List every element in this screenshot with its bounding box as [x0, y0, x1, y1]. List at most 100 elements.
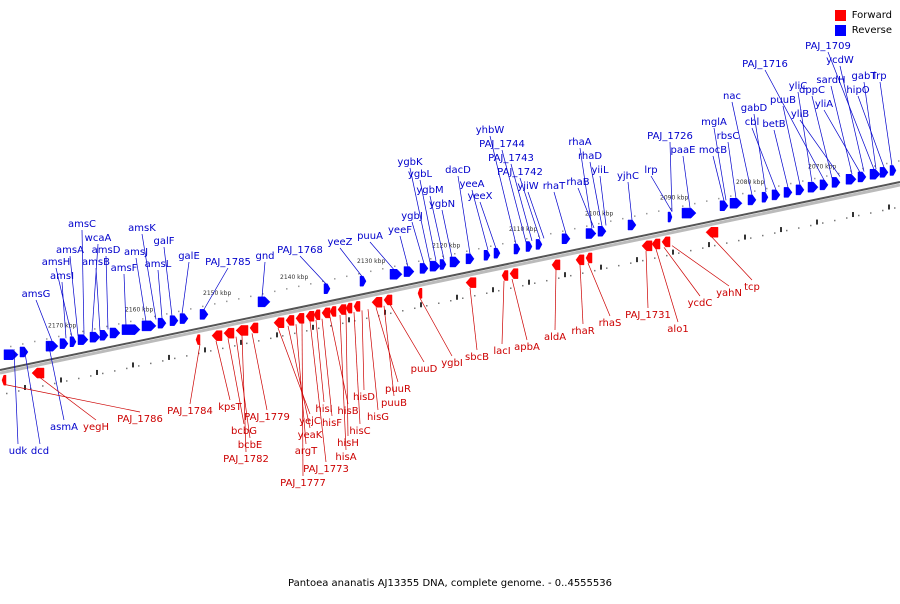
major-tick [852, 212, 854, 218]
minor-tick-lower [738, 239, 740, 242]
reverse-gene-label-leader [339, 247, 363, 277]
reverse-gene-label: amsH [42, 257, 71, 268]
reverse-gene-label-leader [95, 267, 101, 332]
reverse-gene-label-leader [411, 221, 425, 264]
minor-tick-upper [466, 250, 468, 252]
reverse-gene-label: yeeX [467, 191, 492, 202]
minor-tick-lower [486, 292, 488, 294]
minor-tick-lower [690, 249, 692, 252]
forward-gene-label: hisC [349, 426, 370, 437]
forward-gene-label-leader [419, 298, 453, 357]
minor-tick-upper [610, 220, 612, 222]
minor-tick-lower [402, 310, 404, 312]
minor-tick-upper [226, 300, 228, 303]
minor-tick-lower [426, 305, 428, 307]
scale-mark-label: 2080 kbp [736, 179, 764, 186]
reverse-gene-label: ygbN [429, 199, 455, 210]
minor-tick-lower [150, 362, 152, 365]
reverse-gene [141, 320, 157, 332]
forward-gene-label: rhaR [571, 326, 594, 337]
scale-mark-label: 2160 kbp [125, 306, 153, 313]
forward-gene-label-leader [361, 310, 365, 391]
reverse-gene-label: galF [153, 236, 174, 247]
reverse-gene-label-leader [369, 241, 395, 270]
minor-tick-lower [762, 234, 764, 237]
minor-tick-lower [186, 355, 188, 357]
minor-tick-lower [810, 224, 812, 227]
forward-gene-label-leader [511, 278, 528, 341]
reverse-gene-label: puuA [357, 231, 383, 242]
minor-tick-upper [46, 338, 48, 340]
forward-gene [661, 236, 671, 248]
reverse-gene [681, 207, 697, 219]
reverse-gene-label-leader [519, 177, 541, 240]
forward-gene-label: hisA [335, 452, 356, 463]
reverse-gene-label: amsC [68, 219, 96, 230]
forward-gene [305, 310, 315, 322]
reverse-gene-label: yeeA [459, 179, 484, 190]
forward-gene [383, 294, 393, 306]
reverse-gene-label: rhaT [543, 181, 566, 192]
forward-gene-label-leader [227, 338, 245, 425]
legend-forward: Forward [834, 8, 892, 23]
minor-tick-lower [894, 207, 896, 209]
reverse-gene-label-leader [879, 81, 893, 166]
minor-tick-lower [498, 289, 500, 292]
major-tick [240, 339, 242, 345]
reverse-gene-label: amsL [145, 259, 172, 270]
reverse-gene-label: ygbK [397, 157, 423, 168]
legend-forward-label: Forward [851, 10, 892, 21]
forward-gene-label: PAJ_1782 [223, 454, 269, 465]
reverse-gene-label: gnd [255, 251, 274, 262]
minor-tick-lower [582, 272, 584, 274]
minor-tick-lower [546, 279, 548, 282]
reverse-gene [879, 167, 889, 178]
minor-tick-upper [694, 202, 696, 205]
reverse-gene-label-leader [827, 51, 875, 170]
minor-tick-upper [682, 205, 684, 207]
forward-gene [501, 270, 509, 281]
minor-tick-lower [222, 347, 224, 350]
reverse-gene-label: PAJ_1742 [497, 167, 543, 178]
minor-tick-lower [462, 297, 464, 299]
reverse-gene-label: PAJ_1726 [647, 131, 693, 142]
reverse-gene-label-leader [81, 229, 85, 335]
forward-gene-label-leader [469, 287, 478, 351]
minor-tick-upper [298, 285, 300, 288]
reverse-gene-label: paaE [671, 145, 696, 156]
minor-tick-lower [174, 357, 176, 360]
minor-tick-upper [526, 237, 528, 240]
forward-gene-label: tcp [744, 282, 760, 293]
minor-tick-upper [34, 340, 36, 343]
reverse-gene [465, 253, 475, 265]
minor-tick-upper [574, 227, 576, 230]
reverse-gene [857, 171, 867, 183]
minor-tick-upper [490, 245, 492, 247]
forward-gene-label-leader [554, 269, 557, 331]
reverse-gene-label-leader [47, 341, 65, 421]
minor-tick-lower [534, 282, 536, 284]
forward-gene-label-leader [235, 336, 251, 439]
reverse-gene-label-leader [599, 175, 607, 226]
reverse-gene [257, 296, 271, 308]
minor-tick-lower [726, 242, 728, 244]
forward-gene [321, 307, 331, 319]
reverse-gene [199, 309, 209, 320]
minor-tick-lower [786, 229, 788, 232]
reverse-gene-label: amsJ [124, 247, 148, 258]
reverse-gene-label-leader [811, 95, 833, 179]
minor-tick-upper [166, 313, 168, 315]
reverse-gene-label-leader [627, 181, 633, 221]
minor-tick-upper [202, 305, 204, 308]
minor-tick-upper [550, 232, 552, 235]
major-tick [888, 204, 890, 210]
minor-tick-upper [190, 308, 192, 310]
minor-tick-upper [10, 345, 12, 348]
minor-tick-lower [642, 259, 644, 262]
minor-tick-upper [430, 258, 432, 260]
minor-tick-upper [238, 298, 240, 300]
reverse-gene-label-leader [123, 273, 127, 326]
minor-tick-lower [102, 372, 104, 375]
reverse-swatch [834, 25, 846, 36]
